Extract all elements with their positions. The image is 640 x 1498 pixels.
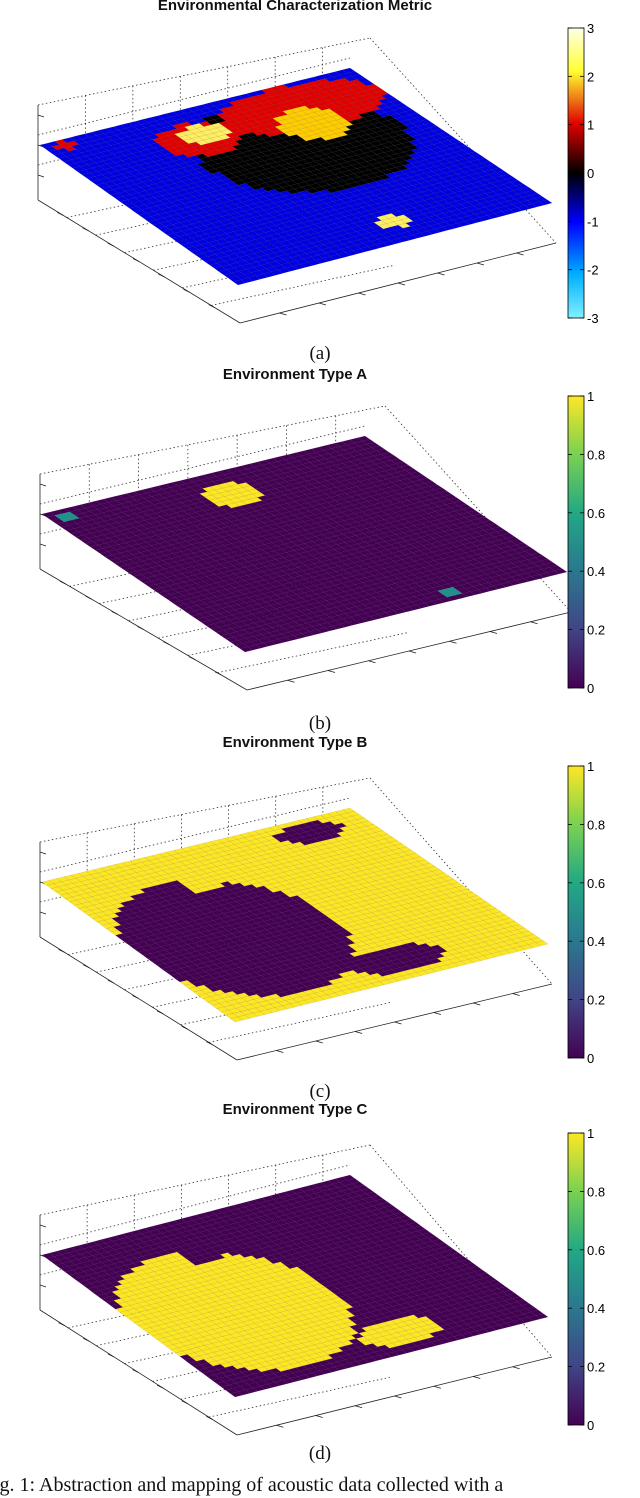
chart-panel-c: Environment Type B 1 0.8 0.6 0.4 0.2 0 (c) [0,734,640,1106]
colorbar-tick-label: 0.6 [587,876,605,891]
colorbar: 3 2 1 0 -1 -2 -3 [567,21,599,326]
colorbar: 1 0.8 0.6 0.4 0.2 0 [567,759,605,1066]
surface-plot: 3 2 1 0 -1 -2 -3 [37,21,599,326]
colorbar-tick-label: 0 [587,166,594,181]
figure-caption: ig. 1: Abstraction and mapping of acoust… [0,1474,504,1496]
colorbar-tick-label: 0.6 [587,1243,605,1258]
colorbar-tick-label: 0.8 [587,817,605,832]
colorbar-tick-label: -1 [587,214,599,229]
colorbar-tick-label: 1 [587,1126,594,1141]
chart-title: Environmental Characterization Metric [157,0,433,14]
colorbar-tick-label: 1 [587,118,594,133]
surface-plot: 1 0.8 0.6 0.4 0.2 0 [39,759,605,1066]
colorbar-tick-label: 0.2 [587,1360,605,1375]
colorbar-tick-label: 0 [587,1051,594,1066]
colorbar-tick-label: 3 [587,21,594,36]
colorbar-tick-label: -3 [587,311,599,326]
surface-mesh [41,1174,549,1398]
surface-plot: 1 0.8 0.6 0.4 0.2 0 [39,1126,605,1436]
colorbar-tick-label: -2 [587,263,599,278]
chart-title: Environment Type A [222,366,368,383]
colorbar-tick-label: 0.4 [587,564,605,579]
chart-title: Environment Type B [222,734,368,751]
colorbar: 1 0.8 0.6 0.4 0.2 0 [567,389,605,696]
chart-panel-d: Environment Type C 1 0.8 0.6 0.4 0.2 0 (d) [0,1101,640,1498]
colorbar-tick-label: 0.4 [587,934,605,949]
colorbar-tick-label: 0 [587,1418,594,1433]
colorbar-tick-label: 0.4 [587,1301,605,1316]
surface-mesh [39,67,553,286]
colorbar-tick-label: 0.2 [587,993,605,1008]
colorbar-tick-label: 0.8 [587,1184,605,1199]
surface-plot: 1 0.8 0.6 0.4 0.2 0 [39,389,605,696]
colorbar-tick-label: 0.8 [587,447,605,462]
surface-mesh [41,807,549,1023]
panel-label: (a) [309,343,331,364]
colorbar-tick-label: 0 [587,681,594,696]
colorbar: 1 0.8 0.6 0.4 0.2 0 [567,1126,605,1433]
colorbar-tick-label: 0.2 [587,623,605,638]
chart-panel-b: Environment Type A 1 0.8 0.6 0.4 0.2 0 (b) [0,366,640,736]
chart-title: Environment Type C [222,1101,368,1118]
colorbar-tick-label: 1 [587,759,594,774]
panel-label: (b) [308,713,332,734]
colorbar-tick-label: 1 [587,389,594,404]
surface-mesh [41,435,568,653]
colorbar-tick-label: 0.6 [587,506,605,521]
panel-label: (c) [309,1081,331,1102]
panel-label: (d) [308,1443,332,1464]
chart-panel-a: Environmental Characterization Metric 3 2 1… [0,0,640,368]
colorbar-tick-label: 2 [587,69,594,84]
